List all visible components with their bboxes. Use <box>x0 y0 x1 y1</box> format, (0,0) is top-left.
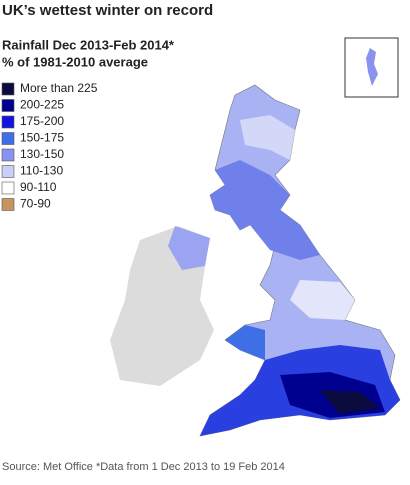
region <box>240 115 295 160</box>
legend-label: 70-90 <box>20 197 51 211</box>
legend-swatch <box>1 82 15 96</box>
region <box>225 325 265 360</box>
region <box>320 390 380 414</box>
legend-label: 150-175 <box>20 131 64 145</box>
subtitle: % of 1981-2010 average <box>2 54 148 69</box>
legend-label: 110-130 <box>20 164 63 178</box>
legend-label: 175-200 <box>20 114 64 128</box>
shetland <box>366 48 378 86</box>
legend-swatch <box>1 165 15 178</box>
legend-label: 200-225 <box>20 98 64 112</box>
legend-label: More than 225 <box>20 81 98 95</box>
legend-swatch <box>1 99 15 112</box>
legend-label: 130-150 <box>20 147 64 161</box>
northern-ireland <box>168 226 210 270</box>
legend-label: 90-110 <box>20 180 57 194</box>
legend-swatch <box>1 181 15 195</box>
legend-swatch <box>1 115 15 129</box>
legend-swatch <box>1 198 15 211</box>
region <box>290 280 355 320</box>
subtitle: Rainfall Dec 2013-Feb 2014* <box>2 37 175 52</box>
region <box>210 160 320 260</box>
title: UK’s wettest winter on record <box>2 2 213 19</box>
legend: More than 225 200-225 175-200 150-175 130-15… <box>1 81 98 211</box>
source: Source: Met Office *Data from 1 Dec 2013… <box>2 461 285 473</box>
legend-swatch <box>1 148 15 162</box>
map <box>110 37 401 437</box>
legend-swatch <box>1 132 15 145</box>
